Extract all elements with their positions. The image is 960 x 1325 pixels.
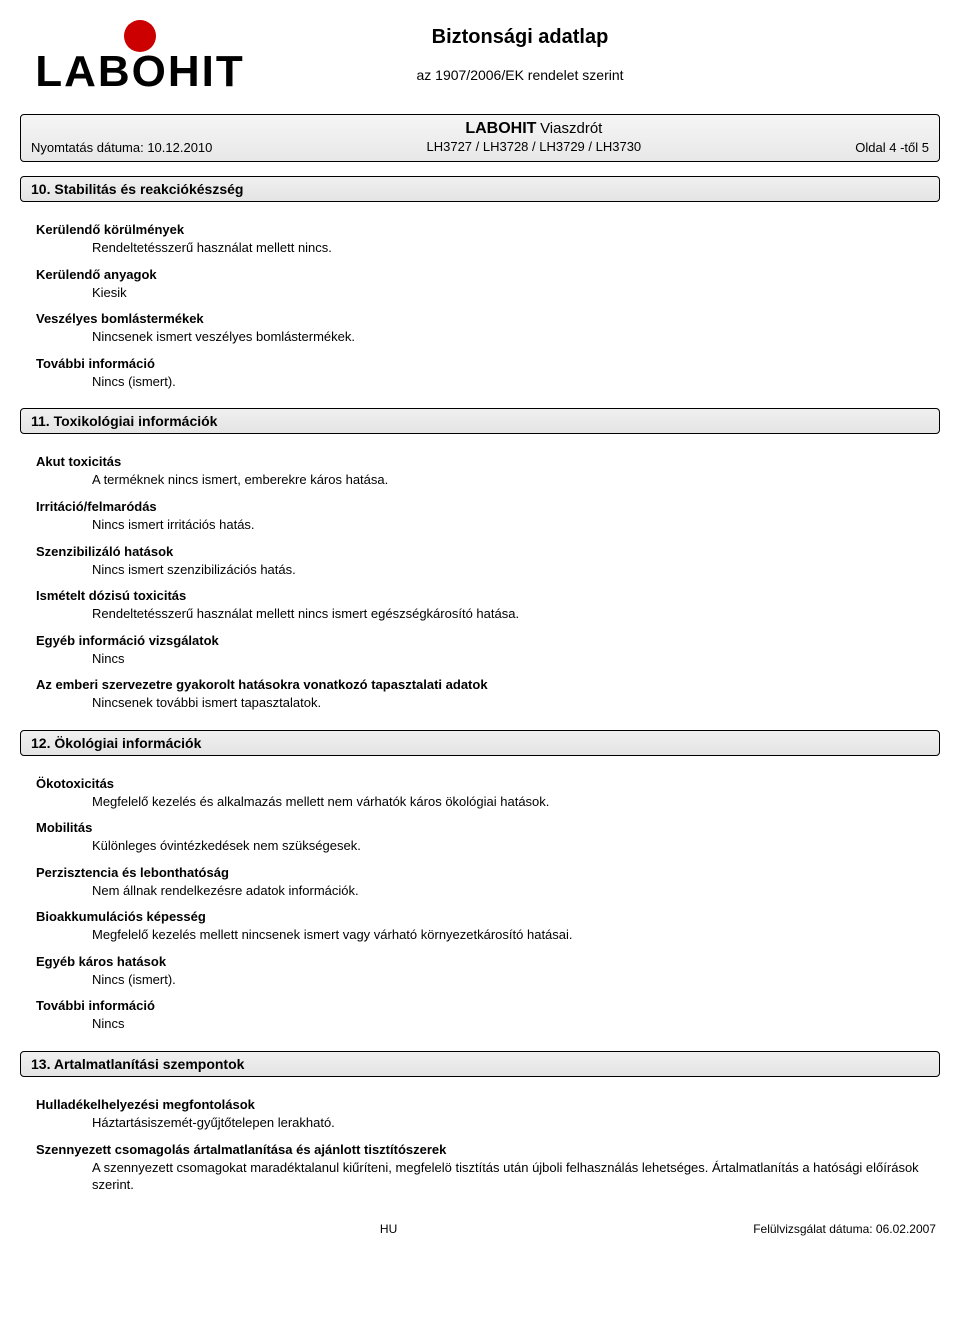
product-block: LABOHIT Viaszdrót LH3727 / LH3728 / LH37…	[212, 119, 855, 155]
item-label: Hulladékelhelyezési megfontolások	[36, 1097, 940, 1112]
item-label: Kerülendő körülmények	[36, 222, 940, 237]
item-value: Megfelelő kezelés mellett nincsenek isme…	[36, 926, 940, 944]
item-label: Az emberi szervezetre gyakorolt hatásokr…	[36, 677, 940, 692]
item-label: Perzisztencia és lebonthatóság	[36, 865, 940, 880]
section-11-body: Akut toxicitás A terméknek nincs ismert,…	[20, 434, 940, 715]
item-label: Irritáció/felmaródás	[36, 499, 940, 514]
item-label: Veszélyes bomlástermékek	[36, 311, 940, 326]
item-label: Szennyezett csomagolás ártalmatlanítása …	[36, 1142, 940, 1157]
section-11-header: 11. Toxikológiai információk	[20, 408, 940, 434]
product-name: Viaszdrót	[540, 120, 602, 137]
section-13-header: 13. Artalmatlanítási szempontok	[20, 1051, 940, 1077]
item-label: Ismételt dózisú toxicitás	[36, 588, 940, 603]
item-value: Különleges óvintézkedések nem szükségese…	[36, 837, 940, 855]
item-value: Háztartásiszemét-gyűjtőtelepen lerakható…	[36, 1114, 940, 1132]
footer: HU Felülvizsgálat dátuma: 06.02.2007	[20, 1222, 940, 1236]
title-block: Biztonsági adatlap az 1907/2006/EK rende…	[260, 20, 780, 83]
doc-subtitle: az 1907/2006/EK rendelet szerint	[260, 67, 780, 83]
logo-text: LABOHIT	[35, 50, 245, 94]
section-13-body: Hulladékelhelyezési megfontolások Háztar…	[20, 1077, 940, 1198]
header: LABOHIT Biztonsági adatlap az 1907/2006/…	[20, 20, 940, 94]
item-value: Nincs ismert irritációs hatás.	[36, 516, 940, 534]
item-value: Nincs	[36, 1015, 940, 1033]
doc-title: Biztonsági adatlap	[260, 26, 780, 49]
section-10-body: Kerülendő körülmények Rendeltetésszerű h…	[20, 202, 940, 394]
page-indicator: Oldal 4 -től 5	[855, 140, 929, 155]
print-date: Nyomtatás dátuma: 10.12.2010	[31, 140, 212, 155]
item-label: További információ	[36, 998, 940, 1013]
item-value: A szennyezett csomagokat maradéktalanul …	[36, 1159, 940, 1194]
item-value: Rendeltetésszerű használat mellett nincs…	[36, 605, 940, 623]
item-label: Bioakkumulációs képesség	[36, 909, 940, 924]
product-codes: LH3727 / LH3728 / LH3729 / LH3730	[427, 139, 642, 154]
item-value: Nincs ismert szenzibilizációs hatás.	[36, 561, 940, 579]
item-label: Egyéb információ vizsgálatok	[36, 633, 940, 648]
footer-center: HU	[380, 1222, 397, 1236]
item-label: Egyéb káros hatások	[36, 954, 940, 969]
logo-block: LABOHIT	[20, 20, 260, 94]
item-label: További információ	[36, 356, 940, 371]
item-label: Ökotoxicitás	[36, 776, 940, 791]
item-value: Kiesik	[36, 284, 940, 302]
section-10-header: 10. Stabilitás és reakciókészség	[20, 176, 940, 202]
item-value: A terméknek nincs ismert, emberekre káro…	[36, 471, 940, 489]
item-label: Szenzibilizáló hatások	[36, 544, 940, 559]
item-value: Rendeltetésszerű használat mellett nincs…	[36, 239, 940, 257]
item-label: Akut toxicitás	[36, 454, 940, 469]
item-value: Nincs	[36, 650, 940, 668]
item-value: Nincs (ismert).	[36, 373, 940, 391]
brand: LABOHIT	[465, 120, 536, 137]
item-value: Nincs (ismert).	[36, 971, 940, 989]
item-value: Nincsenek ismert veszélyes bomlásterméke…	[36, 328, 940, 346]
info-bar: Nyomtatás dátuma: 10.12.2010 LABOHIT Via…	[20, 114, 940, 162]
item-label: Kerülendő anyagok	[36, 267, 940, 282]
item-label: Mobilitás	[36, 820, 940, 835]
item-value: Megfelelő kezelés és alkalmazás mellett …	[36, 793, 940, 811]
section-12-header: 12. Ökológiai információk	[20, 730, 940, 756]
item-value: Nincsenek további ismert tapasztalatok.	[36, 694, 940, 712]
footer-right: Felülvizsgálat dátuma: 06.02.2007	[753, 1222, 936, 1236]
item-value: Nem állnak rendelkezésre adatok informác…	[36, 882, 940, 900]
section-12-body: Ökotoxicitás Megfelelő kezelés és alkalm…	[20, 756, 940, 1037]
